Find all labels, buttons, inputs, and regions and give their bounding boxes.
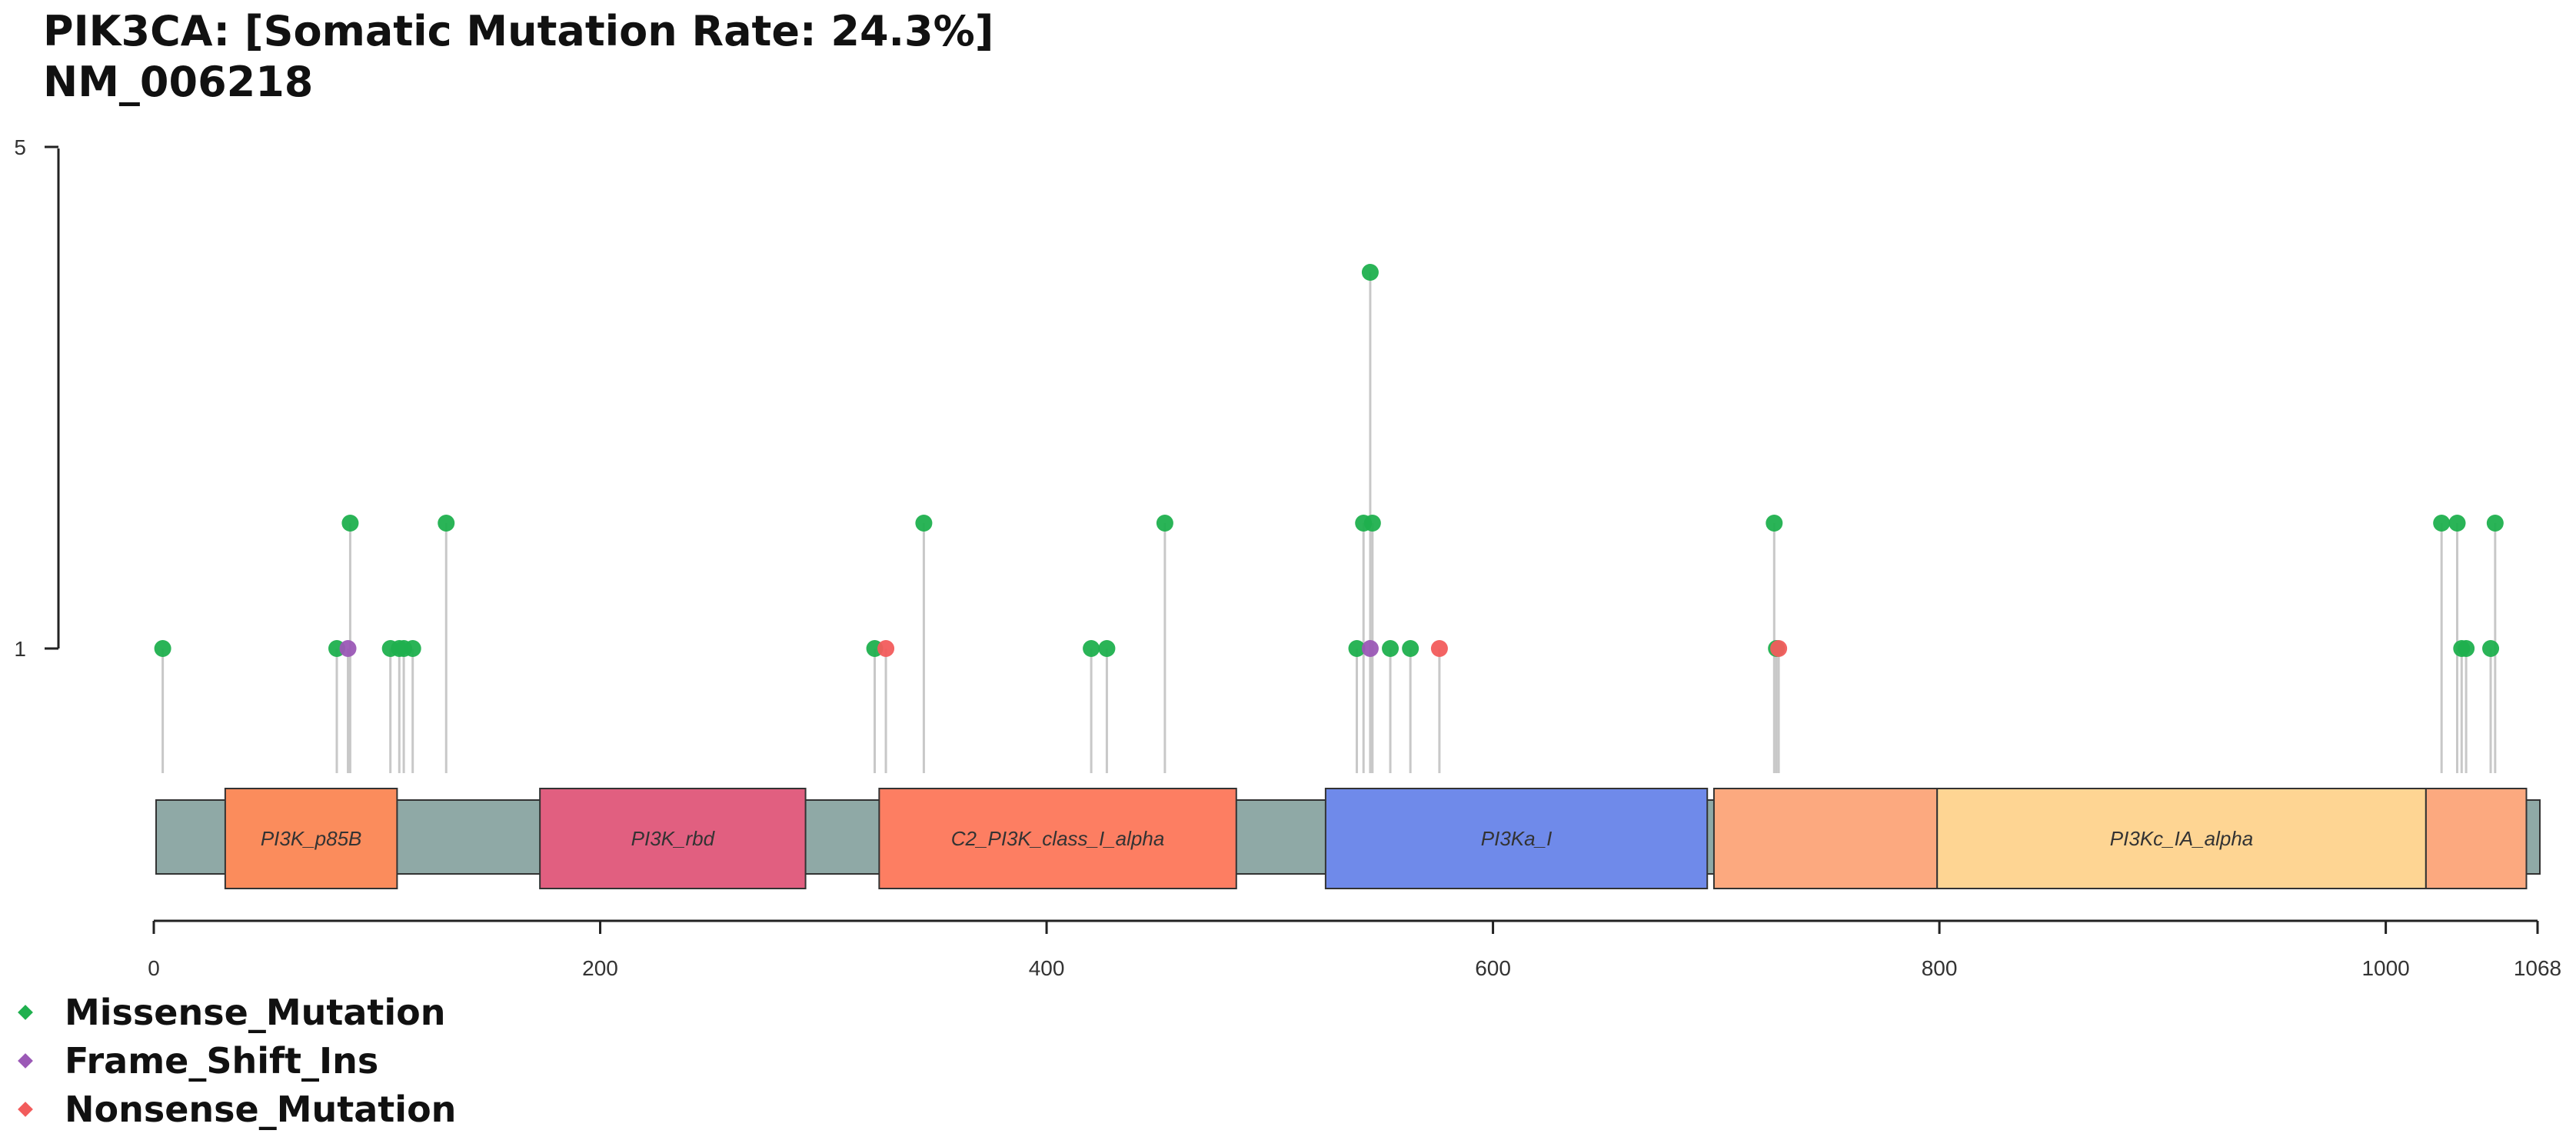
protein-domains: PI3K_p85B PI3K_rbd C2_PI3K_class_I_alpha PI… <box>224 788 2528 889</box>
domain-label: PI3Kc_IA_alpha <box>2110 827 2253 850</box>
domain-segment <box>2425 788 2528 889</box>
transcript-title: NM_006218 <box>43 58 314 106</box>
missense-point <box>438 515 455 532</box>
chart-title: PIK3CA: [Somatic Mutation Rate: 24.3%] N… <box>43 6 993 108</box>
missense-point <box>1402 640 1419 657</box>
missense-point <box>2448 515 2466 532</box>
frameshift-point <box>339 640 357 657</box>
frameshift-marker-icon <box>18 1052 33 1069</box>
legend-item-frameshift: Frame_Shift_Ins <box>15 1036 456 1085</box>
x-tick-label: 200 <box>582 956 618 980</box>
legend-label-nonsense: Nonsense_Mutation <box>65 1088 457 1130</box>
missense-point <box>1382 640 1399 657</box>
domain-pi3k_rbd <box>539 788 807 889</box>
domain-label: C2_PI3K_class_I_alpha <box>951 827 1165 850</box>
missense-point <box>154 640 171 657</box>
domain-pi3ka_i <box>1324 788 1709 889</box>
domain-segment <box>1712 788 1939 889</box>
x-tick-label: 400 <box>1029 956 1065 980</box>
x-tick-label: 1068 <box>2514 956 2561 980</box>
missense-point <box>915 515 933 532</box>
domain-label: PI3Ka_I <box>1481 827 1553 850</box>
mutation-points <box>154 264 2504 657</box>
lollipop-plot: 15 PI3K_p85B PI3K_rbd C2_PI3K_class_I_alph… <box>14 135 2561 980</box>
missense-point <box>2458 640 2475 657</box>
missense-point <box>1098 640 1116 657</box>
missense-point <box>1361 264 1379 281</box>
missense-point <box>1766 515 1783 532</box>
x-tick-label: 800 <box>1922 956 1958 980</box>
domain-label: PI3K_p85B <box>261 827 362 850</box>
x-tick-label: 1000 <box>2361 956 2409 980</box>
missense-point <box>404 640 421 657</box>
domain-pi3kc_ia_alpha <box>1936 788 2427 889</box>
domain-c2_pi3k_class_i_alpha <box>878 788 1237 889</box>
missense-point <box>1348 640 1366 657</box>
x-tick-label: 600 <box>1475 956 1511 980</box>
nonsense-marker-icon <box>18 1101 33 1117</box>
missense-point <box>2486 515 2504 532</box>
y-tick-label: 5 <box>14 135 26 159</box>
x-axis: 0 200 400 600 800 1000 1068 <box>148 919 2561 980</box>
missense-point <box>1083 640 1100 657</box>
nonsense-point <box>877 640 895 657</box>
missense-point <box>1156 515 1173 532</box>
missense-point <box>2482 640 2500 657</box>
mutation-stems <box>161 272 2497 773</box>
missense-point <box>1363 515 1381 532</box>
y-axis: 15 <box>14 135 60 661</box>
frameshift-point <box>1361 640 1379 657</box>
legend-item-nonsense: Nonsense_Mutation <box>15 1085 456 1133</box>
legend-item-missense: Missense_Mutation <box>15 988 456 1036</box>
missense-marker-icon <box>18 1004 33 1020</box>
legend: Missense_Mutation Frame_Shift_Ins Nonsen… <box>15 988 456 1133</box>
legend-label-frameshift: Frame_Shift_Ins <box>65 1039 379 1082</box>
legend-label-missense: Missense_Mutation <box>65 991 446 1033</box>
missense-point <box>341 515 359 532</box>
nonsense-point <box>1770 640 1788 657</box>
domain-label: PI3K_rbd <box>631 827 716 850</box>
y-tick-label: 1 <box>14 637 26 661</box>
missense-point <box>2433 515 2451 532</box>
gene-title: PIK3CA: [Somatic Mutation Rate: 24.3%] <box>43 7 994 55</box>
domain-pi3k_p85b <box>224 788 398 889</box>
nonsense-point <box>1430 640 1448 657</box>
x-tick-label: 0 <box>148 956 160 980</box>
